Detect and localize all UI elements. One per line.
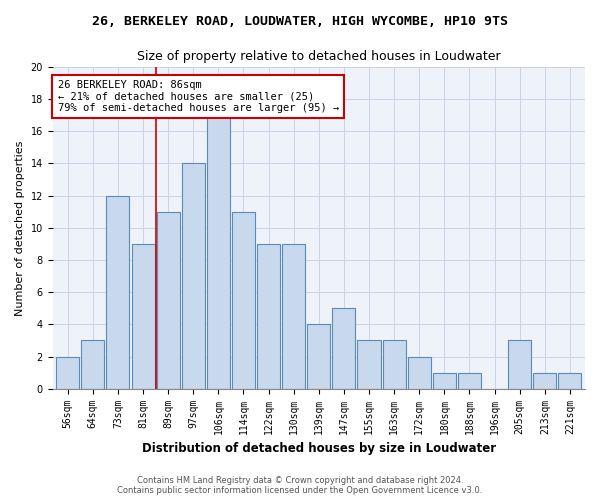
Y-axis label: Number of detached properties: Number of detached properties: [15, 140, 25, 316]
Bar: [207, 115, 230, 388]
Bar: [433, 372, 456, 388]
Bar: [307, 324, 331, 388]
Bar: [131, 244, 155, 388]
Bar: [182, 164, 205, 388]
Bar: [232, 212, 255, 388]
Title: Size of property relative to detached houses in Loudwater: Size of property relative to detached ho…: [137, 50, 500, 63]
Bar: [408, 356, 431, 388]
Bar: [533, 372, 556, 388]
Bar: [282, 244, 305, 388]
Bar: [383, 340, 406, 388]
Bar: [157, 212, 180, 388]
Bar: [56, 356, 79, 388]
X-axis label: Distribution of detached houses by size in Loudwater: Distribution of detached houses by size …: [142, 442, 496, 455]
Bar: [458, 372, 481, 388]
Bar: [332, 308, 355, 388]
Text: 26 BERKELEY ROAD: 86sqm
← 21% of detached houses are smaller (25)
79% of semi-de: 26 BERKELEY ROAD: 86sqm ← 21% of detache…: [58, 80, 339, 113]
Bar: [257, 244, 280, 388]
Bar: [358, 340, 380, 388]
Bar: [106, 196, 130, 388]
Bar: [81, 340, 104, 388]
Bar: [508, 340, 531, 388]
Bar: [559, 372, 581, 388]
Text: 26, BERKELEY ROAD, LOUDWATER, HIGH WYCOMBE, HP10 9TS: 26, BERKELEY ROAD, LOUDWATER, HIGH WYCOM…: [92, 15, 508, 28]
Text: Contains HM Land Registry data © Crown copyright and database right 2024.
Contai: Contains HM Land Registry data © Crown c…: [118, 476, 482, 495]
